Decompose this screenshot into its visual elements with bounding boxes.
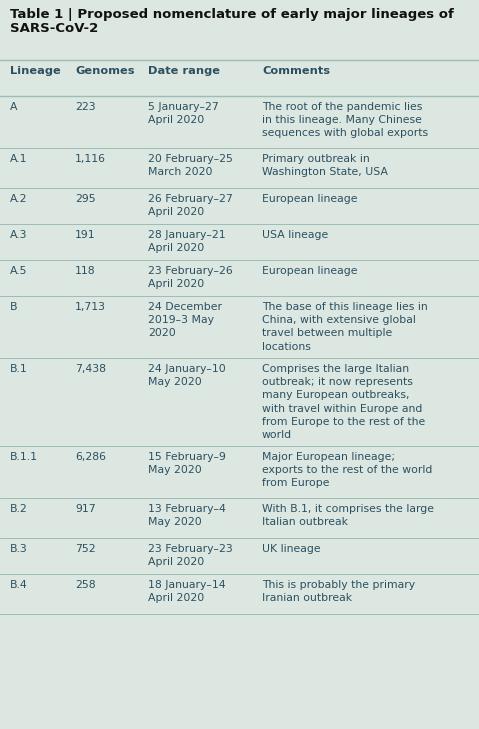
Text: B.1: B.1 [10, 364, 28, 374]
Text: 295: 295 [75, 194, 96, 204]
Text: Date range: Date range [148, 66, 220, 76]
Text: 24 January–10
May 2020: 24 January–10 May 2020 [148, 364, 226, 387]
Text: European lineage: European lineage [262, 194, 357, 204]
Text: 917: 917 [75, 504, 96, 514]
Text: 28 January–21
April 2020: 28 January–21 April 2020 [148, 230, 226, 253]
Text: 26 February–27
April 2020: 26 February–27 April 2020 [148, 194, 233, 217]
Text: 223: 223 [75, 102, 96, 112]
Text: 752: 752 [75, 544, 96, 554]
Text: Comprises the large Italian
outbreak; it now represents
many European outbreaks,: Comprises the large Italian outbreak; it… [262, 364, 425, 440]
Text: B.3: B.3 [10, 544, 28, 554]
Text: A.5: A.5 [10, 266, 27, 276]
Text: UK lineage: UK lineage [262, 544, 320, 554]
Text: 258: 258 [75, 580, 96, 590]
Text: 24 December
2019–3 May
2020: 24 December 2019–3 May 2020 [148, 302, 222, 338]
Text: 23 February–23
April 2020: 23 February–23 April 2020 [148, 544, 233, 567]
Text: 7,438: 7,438 [75, 364, 106, 374]
Text: B.2: B.2 [10, 504, 28, 514]
Text: A.2: A.2 [10, 194, 27, 204]
Text: B.1.1: B.1.1 [10, 452, 38, 462]
Text: A: A [10, 102, 18, 112]
Text: A.3: A.3 [10, 230, 27, 240]
Text: 23 February–26
April 2020: 23 February–26 April 2020 [148, 266, 233, 289]
Text: Table 1 | Proposed nomenclature of early major lineages of: Table 1 | Proposed nomenclature of early… [10, 8, 454, 21]
Text: A.1: A.1 [10, 154, 27, 164]
Text: Major European lineage;
exports to the rest of the world
from Europe: Major European lineage; exports to the r… [262, 452, 433, 488]
Text: Comments: Comments [262, 66, 330, 76]
Text: 191: 191 [75, 230, 96, 240]
Text: B: B [10, 302, 18, 312]
Text: 15 February–9
May 2020: 15 February–9 May 2020 [148, 452, 226, 475]
Text: 5 January–27
April 2020: 5 January–27 April 2020 [148, 102, 219, 125]
Text: With B.1, it comprises the large
Italian outbreak: With B.1, it comprises the large Italian… [262, 504, 434, 527]
Text: USA lineage: USA lineage [262, 230, 328, 240]
Text: The base of this lineage lies in
China, with extensive global
travel between mul: The base of this lineage lies in China, … [262, 302, 428, 351]
Text: Lineage: Lineage [10, 66, 61, 76]
Text: Genomes: Genomes [75, 66, 135, 76]
Text: Primary outbreak in
Washington State, USA: Primary outbreak in Washington State, US… [262, 154, 388, 177]
Text: 18 January–14
April 2020: 18 January–14 April 2020 [148, 580, 226, 603]
Text: 1,713: 1,713 [75, 302, 106, 312]
Text: 118: 118 [75, 266, 96, 276]
Text: The root of the pandemic lies
in this lineage. Many Chinese
sequences with globa: The root of the pandemic lies in this li… [262, 102, 428, 139]
Text: B.4: B.4 [10, 580, 28, 590]
Text: 6,286: 6,286 [75, 452, 106, 462]
Text: 20 February–25
March 2020: 20 February–25 March 2020 [148, 154, 233, 177]
Text: European lineage: European lineage [262, 266, 357, 276]
Text: This is probably the primary
Iranian outbreak: This is probably the primary Iranian out… [262, 580, 415, 603]
Text: 1,116: 1,116 [75, 154, 106, 164]
Text: SARS-CoV-2: SARS-CoV-2 [10, 22, 98, 35]
Text: 13 February–4
May 2020: 13 February–4 May 2020 [148, 504, 226, 527]
